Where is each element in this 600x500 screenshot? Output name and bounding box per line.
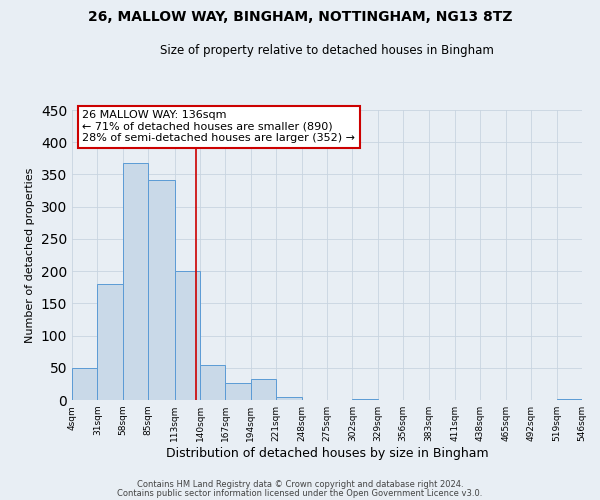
Text: Contains public sector information licensed under the Open Government Licence v3: Contains public sector information licen… [118, 488, 482, 498]
Text: 26, MALLOW WAY, BINGHAM, NOTTINGHAM, NG13 8TZ: 26, MALLOW WAY, BINGHAM, NOTTINGHAM, NG1… [88, 10, 512, 24]
Bar [123, 164, 148, 400]
Title: Size of property relative to detached houses in Bingham: Size of property relative to detached ho… [160, 44, 494, 58]
Bar [148, 180, 175, 400]
Text: 26 MALLOW WAY: 136sqm
← 71% of detached houses are smaller (890)
28% of semi-det: 26 MALLOW WAY: 136sqm ← 71% of detached … [82, 110, 355, 143]
Y-axis label: Number of detached properties: Number of detached properties [25, 168, 35, 342]
Bar [276, 397, 302, 400]
Bar [97, 284, 123, 400]
Bar [200, 365, 226, 400]
Bar [352, 398, 378, 400]
Bar [251, 378, 276, 400]
Bar [175, 271, 200, 400]
Bar [72, 368, 97, 400]
Bar [557, 398, 582, 400]
Bar [226, 383, 251, 400]
Text: Contains HM Land Registry data © Crown copyright and database right 2024.: Contains HM Land Registry data © Crown c… [137, 480, 463, 489]
X-axis label: Distribution of detached houses by size in Bingham: Distribution of detached houses by size … [166, 447, 488, 460]
